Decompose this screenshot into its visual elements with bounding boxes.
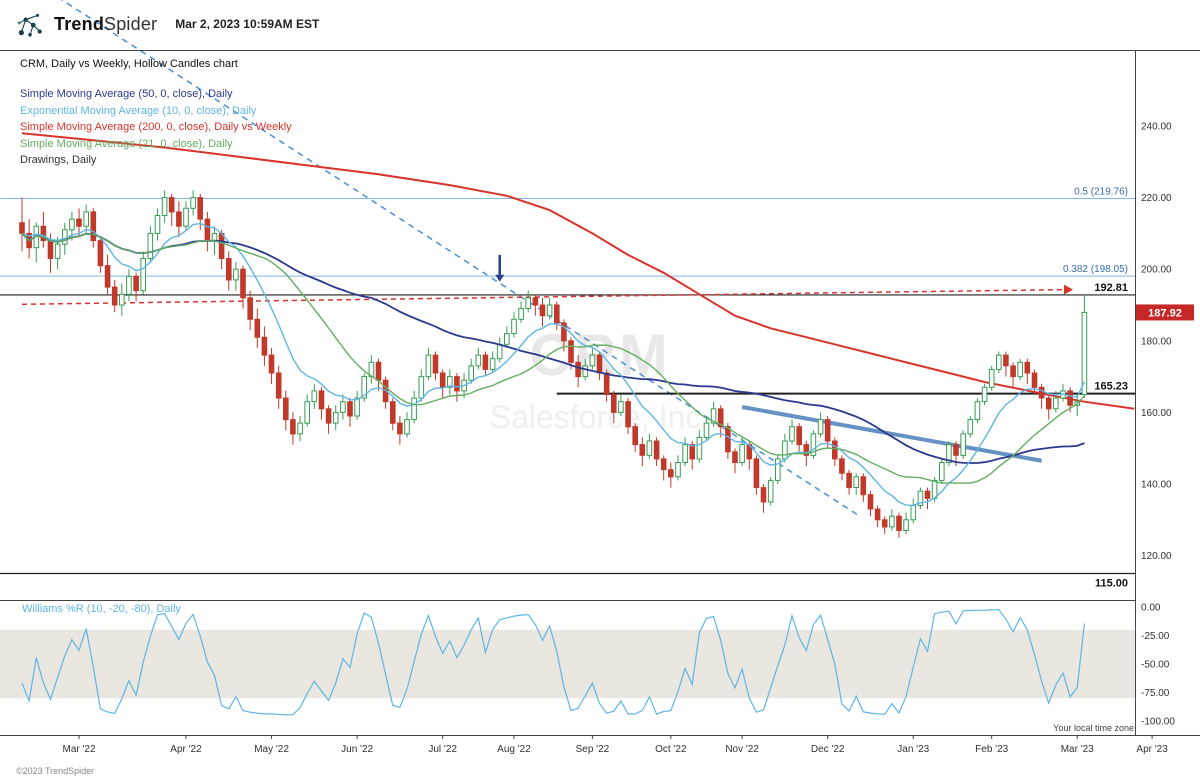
price-axis-label: 220.00 xyxy=(1141,193,1172,204)
x-axis-label: Apr '22 xyxy=(170,744,202,755)
x-axis-label: Apr '23 xyxy=(1136,744,1168,755)
price-axis-label: 180.00 xyxy=(1141,336,1172,347)
last-price-value: 187.92 xyxy=(1148,307,1182,319)
x-axis-label: Jan '23 xyxy=(897,744,929,755)
main-price-panel xyxy=(0,133,1135,573)
indicator-axis-label: 0.00 xyxy=(1141,603,1161,614)
price-line-label: 165.23 xyxy=(1094,381,1128,393)
chart-title: CRM, Daily vs Weekly, Hollow Candles cha… xyxy=(20,58,292,70)
indicator-axis-label: -50.00 xyxy=(1141,660,1170,671)
brand-wordmark[interactable]: TrendSpider xyxy=(54,14,157,35)
fib-level-label: 0.382 (198.05) xyxy=(1063,264,1128,275)
x-axis-label: Nov '22 xyxy=(725,744,759,755)
timezone-note: Your local time zone xyxy=(1053,723,1134,733)
legend-item[interactable]: Drawings, Daily xyxy=(20,152,292,169)
trendspider-logo-icon[interactable] xyxy=(16,10,44,38)
x-axis-label: Mar '23 xyxy=(1061,744,1094,755)
x-axis-label: Jun '22 xyxy=(341,744,373,755)
trendspider-chart-window: CRM Salesforce, Inc. 240.00220.00200.001… xyxy=(0,0,1200,784)
x-axis-label: Sep '22 xyxy=(576,744,610,755)
price-axis-label: 160.00 xyxy=(1141,408,1172,419)
williams-r-legend[interactable]: Williams %R (10, -20, -80), Daily xyxy=(22,603,181,615)
last-price-badge: 187.92 xyxy=(1136,304,1194,320)
x-axis-label: May '22 xyxy=(254,744,289,755)
legend-items: Simple Moving Average (50, 0, close), Da… xyxy=(20,86,292,169)
x-axis-label: Feb '23 xyxy=(975,744,1008,755)
legend-item[interactable]: Simple Moving Average (200, 0, close), D… xyxy=(20,119,292,136)
down-arrow-annotation-icon[interactable] xyxy=(495,255,504,282)
x-axis-label: Dec '22 xyxy=(811,744,845,755)
williams-r-band xyxy=(0,630,1135,698)
trend-projection-arrow-icon xyxy=(1064,285,1073,295)
legend-item[interactable]: Simple Moving Average (21, 0, close), Da… xyxy=(20,136,292,153)
price-line-label: 192.81 xyxy=(1094,282,1128,294)
fib-level-label: 0.5 (219.76) xyxy=(1074,186,1128,197)
x-axis-label: Jul '22 xyxy=(428,744,457,755)
price-axis-label: 200.00 xyxy=(1141,265,1172,276)
williams-r-panel xyxy=(0,610,1135,715)
copyright-note: ©2023 TrendSpider xyxy=(16,766,94,776)
x-axis-label: Aug '22 xyxy=(497,744,531,755)
sma21-line[interactable] xyxy=(22,233,1084,483)
ema10-line[interactable] xyxy=(22,224,1084,506)
x-axis-label: Mar '22 xyxy=(63,744,96,755)
price-axis-label: 120.00 xyxy=(1141,551,1172,562)
indicator-axis-label: -25.00 xyxy=(1141,631,1170,642)
brand-trend: Trend xyxy=(54,14,104,34)
legend-item[interactable]: Exponential Moving Average (10, 0, close… xyxy=(20,103,292,120)
chart-timestamp: Mar 2, 2023 10:59AM EST xyxy=(175,17,319,31)
legend-item[interactable]: Simple Moving Average (50, 0, close), Da… xyxy=(20,86,292,103)
candlestick-series xyxy=(20,190,1087,537)
brand-spider: Spider xyxy=(104,14,157,34)
price-axis-label: 240.00 xyxy=(1141,122,1172,133)
sma50-line[interactable] xyxy=(22,233,1084,463)
indicator-axis-label: -75.00 xyxy=(1141,688,1170,699)
drawing-labels: 0.5 (219.76) 0.382 (198.05) 192.81 165.23 11… xyxy=(1063,186,1128,589)
time-axis[interactable]: Mar '22 Apr '22 May '22 Jun '22 Jul '22 Aug '… xyxy=(63,735,1169,755)
price-line-label: 115.00 xyxy=(1095,578,1128,590)
price-axis[interactable]: 240.00 220.00 200.00 180.00 160.00 140.00 120.… xyxy=(1141,122,1175,728)
x-axis-label: Oct '22 xyxy=(655,744,687,755)
indicator-axis-label: -100.00 xyxy=(1141,717,1175,728)
chart-legend: CRM, Daily vs Weekly, Hollow Candles cha… xyxy=(20,58,292,169)
app-header: TrendSpider Mar 2, 2023 10:59AM EST xyxy=(0,0,319,48)
price-axis-label: 140.00 xyxy=(1141,480,1172,491)
